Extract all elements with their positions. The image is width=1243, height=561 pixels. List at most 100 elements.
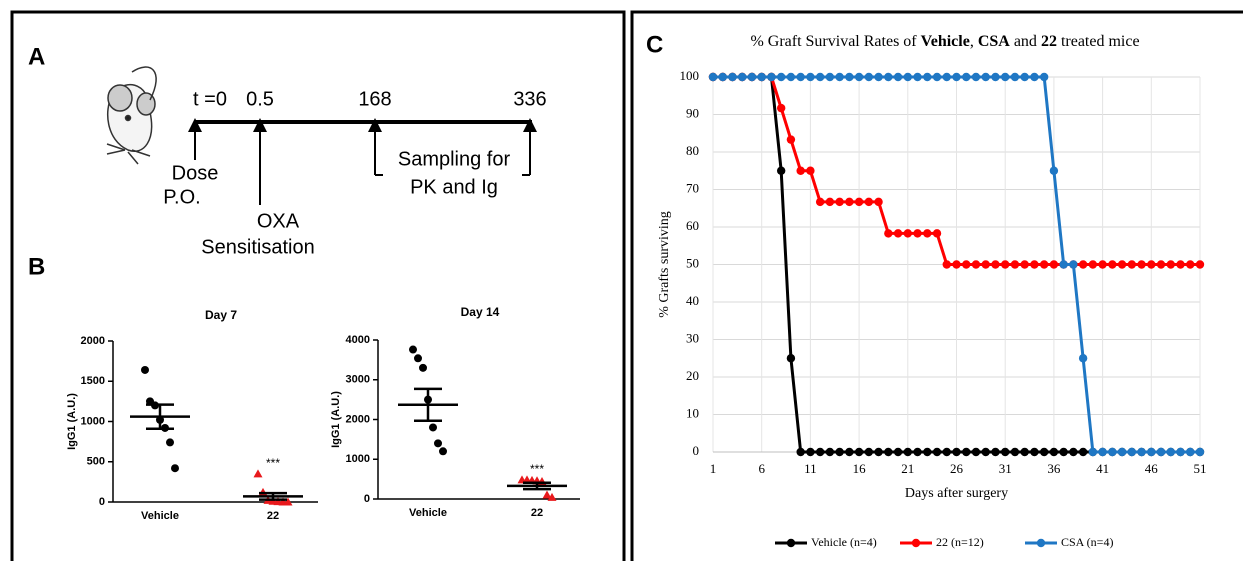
data-point (845, 72, 854, 82)
mouse-icon (106, 66, 157, 165)
data-point (439, 447, 447, 456)
y-tick-label: 90 (686, 105, 699, 120)
data-point (1010, 447, 1020, 457)
data-point (429, 423, 437, 432)
y-tick-label: 20 (686, 368, 699, 383)
x-tick-label: 26 (950, 461, 964, 476)
x-tick-label: 6 (758, 461, 765, 476)
x-tick-label: 36 (1047, 461, 1061, 476)
data-point (952, 447, 961, 457)
data-point (747, 72, 757, 82)
data-point (932, 447, 942, 457)
data-point (903, 229, 912, 238)
legend-marker (911, 538, 921, 548)
data-point (1010, 72, 1020, 82)
data-point (806, 166, 815, 175)
data-point (1039, 72, 1049, 82)
x-tick-label: Vehicle (409, 507, 447, 519)
data-point (962, 72, 971, 82)
data-point (141, 365, 149, 374)
data-point (1049, 260, 1059, 269)
y-tick-label: 2000 (81, 335, 105, 347)
data-point (815, 72, 825, 82)
data-point (835, 447, 844, 457)
data-point (1166, 260, 1175, 269)
data-point (1147, 260, 1156, 269)
data-point (825, 72, 835, 82)
data-point (981, 447, 990, 457)
data-point (1186, 447, 1195, 457)
data-point (1127, 447, 1137, 457)
data-point (1010, 260, 1020, 269)
data-point (903, 72, 912, 82)
data-point (971, 447, 981, 457)
data-point (786, 72, 796, 82)
data-point (708, 72, 718, 82)
y-tick-label: 500 (87, 456, 105, 468)
data-point (1088, 260, 1098, 269)
data-point (845, 447, 854, 457)
data-point (884, 229, 893, 238)
data-point (1108, 447, 1117, 457)
data-point (1078, 447, 1088, 457)
y-axis-label: IgG1 (A.U.) (330, 391, 342, 448)
data-point (796, 72, 805, 82)
data-point (166, 438, 174, 447)
data-point (991, 72, 1000, 82)
data-point (1001, 260, 1010, 269)
y-tick-label: 1500 (81, 375, 105, 387)
data-point (738, 72, 747, 82)
legend-marker (786, 538, 796, 548)
data-point (1108, 260, 1117, 269)
title-part: Vehicle (921, 33, 970, 50)
time-label: t =0 (193, 88, 227, 110)
data-point (952, 72, 961, 82)
data-point (1117, 260, 1127, 269)
data-point (434, 439, 442, 448)
data-point (1078, 260, 1088, 269)
x-tick-label: 46 (1145, 461, 1159, 476)
data-point (728, 72, 737, 82)
data-point (1088, 447, 1098, 457)
data-point (1059, 260, 1068, 269)
data-point (542, 490, 552, 499)
data-point (932, 72, 942, 82)
legend-label: Vehicle (n=4) (811, 535, 877, 549)
data-point (253, 469, 263, 478)
x-tick-label: 21 (901, 461, 914, 476)
data-point (1069, 260, 1078, 269)
x-tick-label: Vehicle (141, 510, 179, 522)
data-point (893, 229, 903, 238)
y-tick-label: 1000 (81, 415, 105, 427)
data-point (1039, 447, 1049, 457)
data-point (981, 260, 990, 269)
x-tick-label: 11 (804, 461, 817, 476)
data-point (767, 72, 776, 82)
data-point (981, 72, 990, 82)
data-point (786, 135, 796, 144)
data-point (874, 447, 883, 457)
data-point (1186, 260, 1195, 269)
data-point (854, 197, 864, 207)
data-point (1049, 447, 1059, 457)
data-point (913, 72, 922, 82)
data-point (1078, 354, 1088, 363)
y-tick-label: 40 (686, 293, 699, 308)
x-tick-label: 51 (1194, 461, 1207, 476)
data-point (409, 345, 417, 354)
chart-title: Day 14 (461, 305, 500, 319)
data-point (1030, 260, 1039, 269)
data-point (1176, 260, 1185, 269)
data-point (806, 72, 815, 82)
data-point (1137, 260, 1146, 269)
data-point (923, 72, 932, 82)
x-tick-label: 16 (853, 461, 867, 476)
data-point (913, 447, 922, 457)
data-point (1195, 447, 1205, 457)
data-point (414, 354, 422, 363)
data-point (913, 229, 922, 238)
data-point (1176, 447, 1185, 457)
event-label: Sensitisation (201, 236, 314, 258)
y-tick-label: 0 (99, 496, 105, 508)
annotation: *** (266, 456, 280, 470)
